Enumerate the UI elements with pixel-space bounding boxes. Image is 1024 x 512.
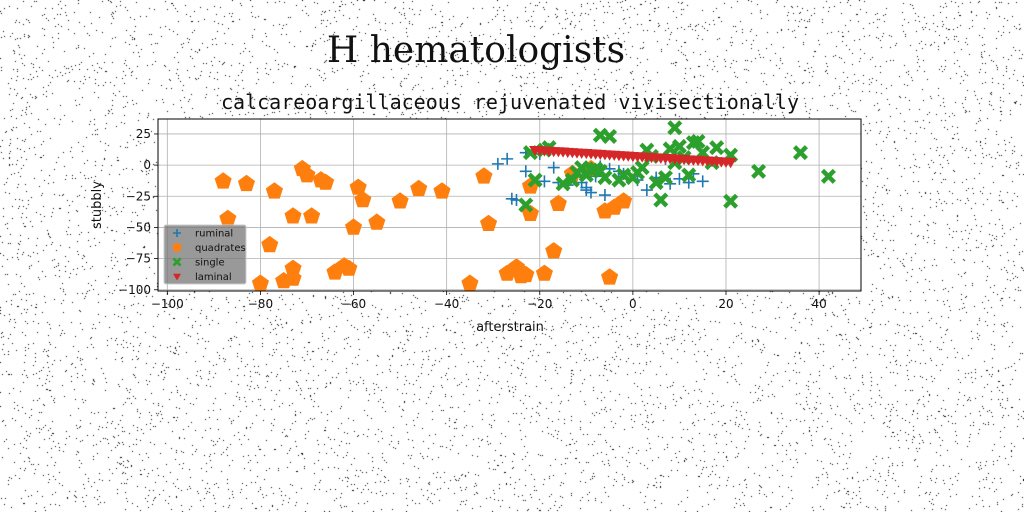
data-point-series-2	[751, 163, 767, 179]
data-point-series-2	[667, 120, 683, 136]
data-point-series-2	[820, 168, 836, 184]
data-point-series-1	[535, 264, 553, 281]
x-tick-label: 40	[811, 297, 826, 311]
legend-label-2: single	[195, 258, 225, 269]
data-point-series-0	[584, 186, 597, 199]
data-point-series-3	[724, 158, 737, 169]
data-point-series-2	[555, 176, 571, 192]
legend-label-0: ruminal	[195, 229, 233, 240]
y-axis-label: stubbly	[90, 181, 105, 229]
data-point-series-1	[303, 207, 321, 224]
y-tick-label: −100	[118, 283, 151, 297]
data-point-series-1	[251, 274, 269, 291]
data-point-series-0	[682, 176, 695, 189]
legend-label-1: quadrates	[195, 243, 246, 254]
data-point-series-2	[602, 128, 618, 144]
data-point-series-1	[298, 166, 316, 183]
data-point-series-2	[597, 170, 613, 186]
x-tick-label: −80	[248, 297, 273, 311]
data-point-series-1	[480, 214, 498, 231]
data-point-series-1	[601, 268, 619, 285]
data-point-series-1	[284, 269, 302, 286]
x-axis-label: afterstrain	[476, 320, 544, 335]
data-point-series-2	[690, 133, 706, 149]
data-point-series-2	[518, 197, 534, 213]
x-tick-label: −20	[527, 297, 552, 311]
data-point-series-0	[538, 175, 551, 188]
x-tick-label: −100	[151, 297, 184, 311]
x-tick-label: 20	[718, 297, 733, 311]
data-point-series-1	[354, 191, 372, 208]
data-point-series-1	[284, 207, 302, 224]
data-point-series-2	[648, 175, 664, 191]
data-point-series-2	[681, 167, 697, 183]
data-point-series-2	[653, 192, 669, 208]
data-point-series-0	[547, 161, 560, 174]
data-point-series-2	[709, 140, 725, 156]
data-point-series-0	[491, 157, 504, 170]
data-point-series-1	[549, 194, 567, 211]
data-point-series-1	[433, 182, 451, 199]
data-point-series-1	[219, 209, 237, 226]
chart-title: calcareoargillaceous rejuvenated vivisec…	[221, 90, 799, 114]
legend-box	[163, 224, 247, 285]
data-point-series-0	[640, 184, 653, 197]
data-point-series-1	[214, 172, 232, 189]
data-point-series-1	[461, 274, 479, 291]
data-point-series-0	[696, 175, 709, 188]
y-tick-label: 0	[143, 158, 151, 172]
x-tick-label: −60	[341, 297, 366, 311]
y-tick-label: −75	[126, 252, 151, 266]
data-point-series-1	[368, 213, 386, 230]
data-point-series-0	[501, 152, 514, 165]
data-point-series-0	[519, 165, 532, 178]
data-point-series-1	[615, 192, 633, 209]
data-point-series-1	[340, 259, 358, 276]
data-point-series-1	[237, 174, 255, 192]
x-tick-label: 0	[629, 297, 637, 311]
y-tick-label: −50	[126, 220, 151, 234]
data-point-series-1	[391, 192, 409, 209]
plot-background	[158, 119, 861, 291]
x-tick-label: −40	[434, 297, 459, 311]
legend-marker-3	[173, 273, 181, 281]
data-point-series-2	[792, 145, 808, 161]
data-point-series-1	[261, 235, 279, 253]
figure-title: H hematologists	[327, 30, 625, 71]
data-point-series-1	[317, 173, 335, 190]
legend-marker-1	[172, 242, 182, 252]
data-point-series-1	[517, 265, 535, 283]
plot-area: −100 −80 −60 −40 −20 0 20 40 −100 −75 −50 −25 0 25 rum…	[118, 118, 862, 311]
data-point-series-1	[410, 179, 428, 197]
legend-marker-0	[173, 229, 181, 237]
data-point-series-2	[723, 193, 739, 209]
data-point-series-1	[475, 167, 493, 184]
data-point-series-2	[671, 138, 687, 154]
data-point-series-1	[521, 204, 539, 221]
data-point-series-0	[598, 189, 611, 202]
plot-frame	[157, 118, 862, 292]
data-point-series-1	[345, 218, 363, 235]
y-tick-label: 25	[136, 127, 151, 141]
legend-marker-2	[172, 257, 182, 267]
data-point-series-1	[349, 178, 367, 195]
data-point-series-1	[284, 259, 302, 276]
data-point-series-2	[634, 160, 650, 176]
data-point-series-1	[545, 242, 563, 259]
data-point-series-2	[527, 172, 543, 188]
data-point-series-1	[265, 182, 283, 199]
data-point-series-2	[657, 170, 673, 186]
legend-label-3: laminal	[195, 272, 232, 283]
y-tick-label: −25	[126, 189, 151, 203]
